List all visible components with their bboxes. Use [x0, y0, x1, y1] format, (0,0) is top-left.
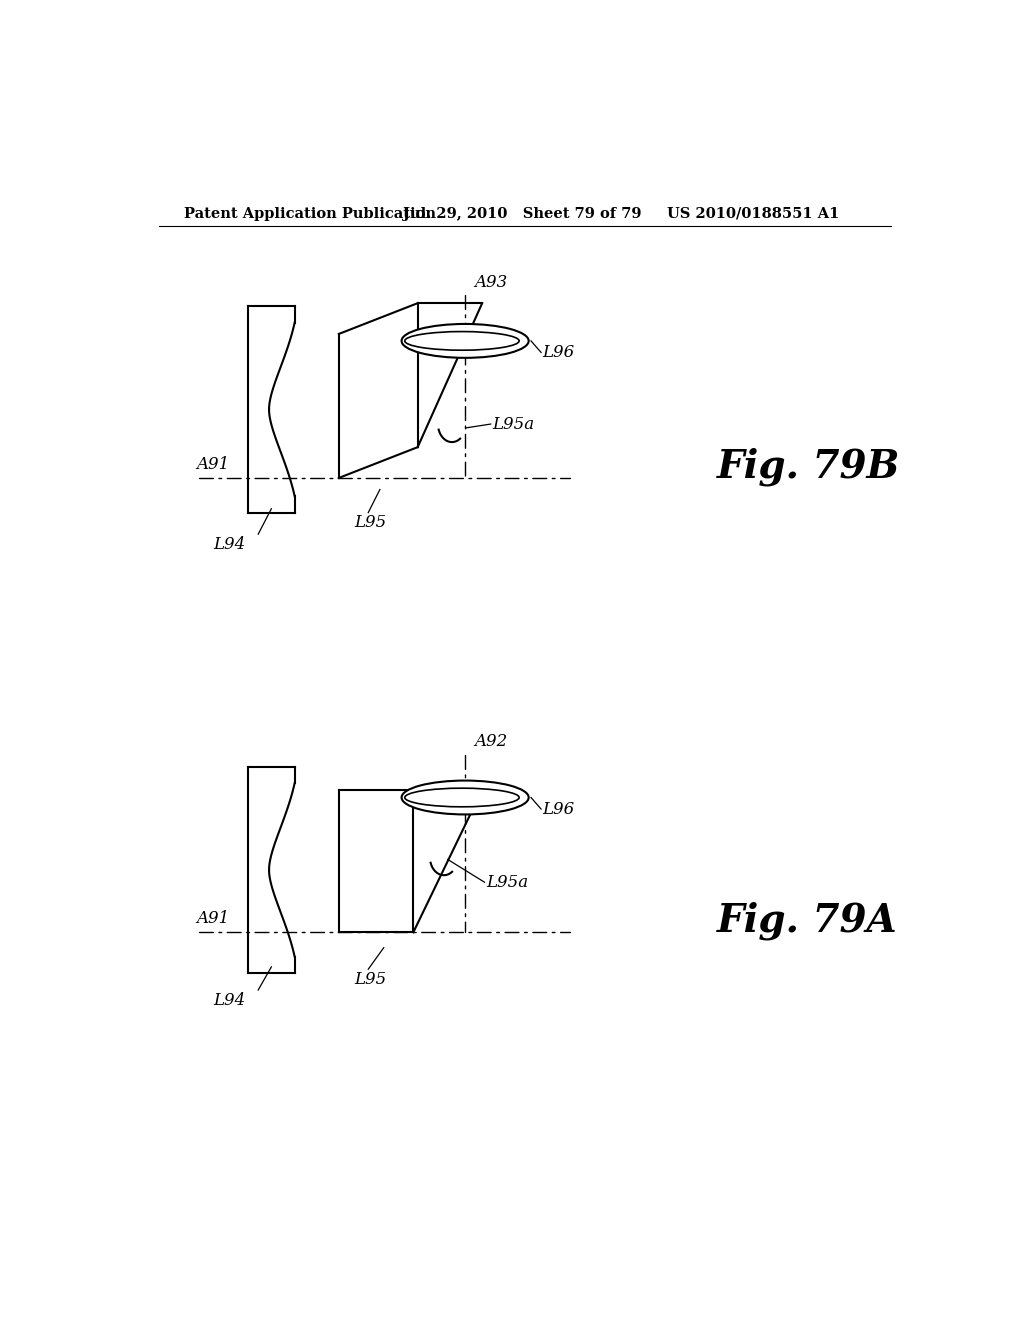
- Text: L94: L94: [214, 536, 246, 553]
- Text: Fig. 79B: Fig. 79B: [717, 447, 900, 486]
- Text: A91: A91: [197, 455, 229, 473]
- Text: A92: A92: [474, 733, 508, 750]
- Text: L96: L96: [543, 345, 574, 360]
- Text: L95a: L95a: [493, 416, 535, 433]
- Text: Jul. 29, 2010   Sheet 79 of 79: Jul. 29, 2010 Sheet 79 of 79: [403, 207, 642, 220]
- Text: A93: A93: [474, 273, 508, 290]
- Text: Fig. 79A: Fig. 79A: [717, 902, 898, 940]
- Ellipse shape: [401, 780, 528, 814]
- Text: L95a: L95a: [486, 874, 528, 891]
- Text: L94: L94: [214, 991, 246, 1008]
- Text: A91: A91: [197, 909, 229, 927]
- Ellipse shape: [401, 323, 528, 358]
- Text: L95: L95: [354, 515, 386, 531]
- Text: US 2010/0188551 A1: US 2010/0188551 A1: [667, 207, 839, 220]
- Text: Patent Application Publication: Patent Application Publication: [183, 207, 436, 220]
- Text: L96: L96: [543, 800, 574, 817]
- Text: L95: L95: [354, 970, 386, 987]
